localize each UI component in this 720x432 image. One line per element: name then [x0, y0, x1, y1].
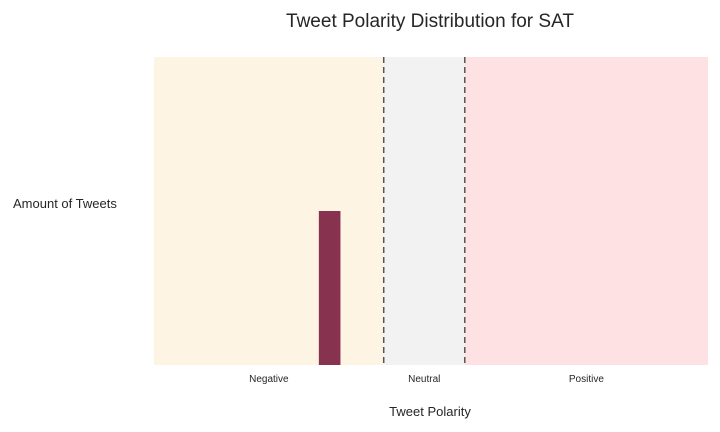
x-tick-label: Positive — [569, 374, 604, 385]
region-positive — [464, 57, 708, 365]
y-axis-label: Amount of Tweets — [13, 196, 117, 211]
region-neutral — [383, 57, 465, 365]
chart-title: Tweet Polarity Distribution for SAT — [286, 11, 574, 32]
region-negative — [154, 57, 384, 365]
plot-area: Negative Neutral Positive — [154, 57, 708, 385]
x-axis-label: Tweet Polarity — [389, 404, 471, 419]
x-tick-label: Neutral — [408, 374, 440, 385]
bar — [318, 211, 341, 365]
x-tick-label: Negative — [249, 374, 289, 385]
